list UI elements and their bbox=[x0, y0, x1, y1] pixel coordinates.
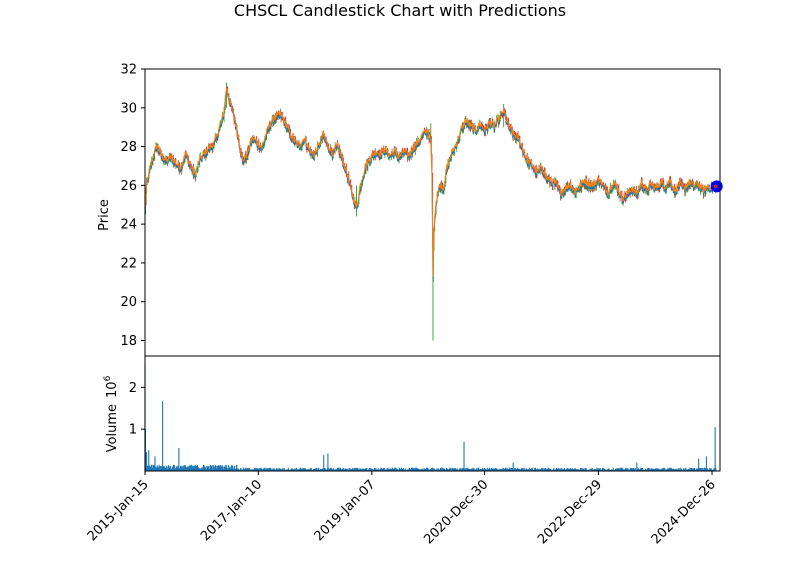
xtick-label: 2022-Dec-29 bbox=[535, 477, 605, 547]
volume-ytick-label: 1 bbox=[129, 423, 137, 438]
x-ticks: 2015-Jan-15 2017-Jan-10 2019-Jan-07 2020-De… bbox=[85, 471, 719, 547]
price-ytick-label: 20 bbox=[120, 295, 137, 310]
xtick-label: 2024-Dec-26 bbox=[649, 477, 719, 547]
price-ytick-label: 26 bbox=[120, 179, 137, 194]
volume-label-sep: 10 bbox=[105, 381, 120, 398]
volume-label-text: Volume bbox=[105, 404, 120, 452]
xtick-label: 2019-Jan-07 bbox=[312, 477, 379, 544]
close-line bbox=[144, 87, 717, 277]
volume-y-ticks: 12 bbox=[129, 381, 145, 438]
price-y-ticks: 18 20 22 24 26 28 30 32 bbox=[120, 63, 145, 349]
volume-exponent: 6 bbox=[103, 375, 113, 381]
price-ytick-label: 32 bbox=[120, 63, 137, 78]
volume-plot-area bbox=[144, 364, 717, 471]
price-ytick-label: 18 bbox=[120, 334, 137, 349]
price-plot-area bbox=[144, 82, 723, 341]
price-y-axis-label: Price bbox=[97, 199, 112, 231]
volume-panel: 12 Volume106 bbox=[103, 355, 721, 472]
price-ytick-label: 30 bbox=[120, 101, 137, 116]
price-ytick-label: 28 bbox=[120, 140, 137, 155]
volume-ytick-label: 2 bbox=[129, 381, 137, 396]
volume-axes-frame bbox=[144, 355, 721, 472]
open-line bbox=[144, 90, 717, 280]
price-ytick-label: 22 bbox=[120, 256, 137, 271]
xtick-label: 2015-Jan-15 bbox=[85, 477, 152, 544]
prediction-dot bbox=[713, 184, 718, 189]
volume-y-axis-label: Volume 106 bbox=[103, 375, 120, 452]
price-ytick-label: 24 bbox=[120, 218, 137, 233]
chart-title: CHSCL Candlestick Chart with Predictions bbox=[234, 1, 566, 20]
xtick-label: 2017-Jan-10 bbox=[198, 477, 265, 544]
candle-wicks bbox=[144, 82, 717, 341]
xtick-label: 2020-Dec-30 bbox=[421, 477, 491, 547]
price-panel: 18 20 22 24 26 28 30 32 Price bbox=[97, 63, 723, 357]
